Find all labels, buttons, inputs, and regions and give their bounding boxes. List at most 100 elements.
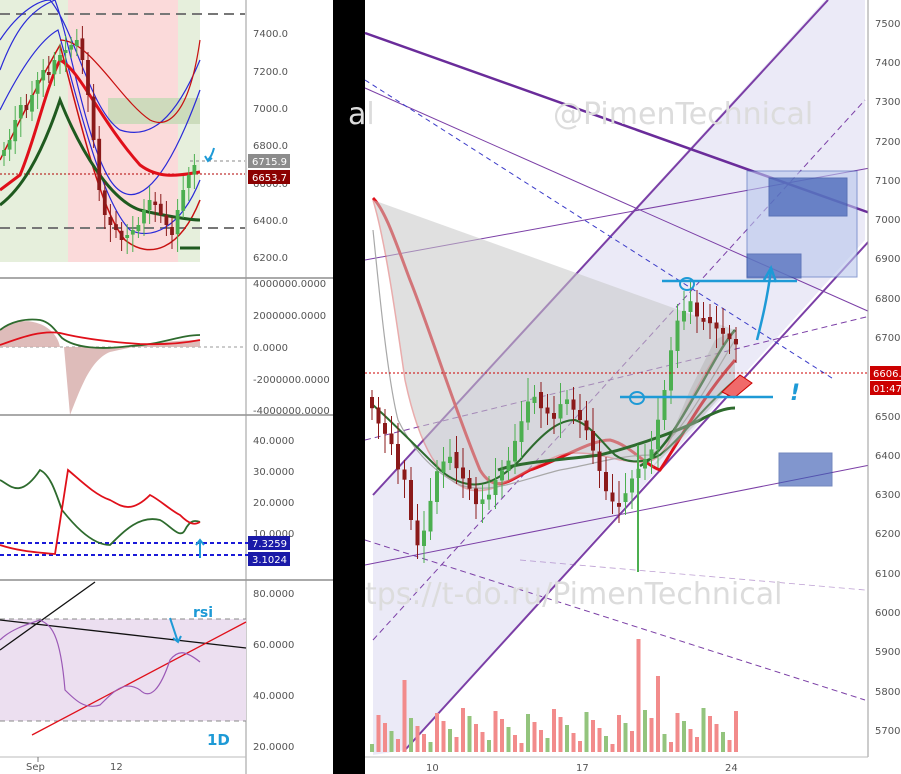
volume-bar [578, 741, 582, 752]
right-last-price-badge [870, 366, 901, 380]
last-price-badge [248, 170, 290, 184]
candle-body [409, 480, 413, 520]
candle-body [63, 50, 68, 53]
candle-body [422, 530, 426, 546]
volume-bar [669, 742, 673, 752]
cloud-zone [108, 98, 200, 124]
left-axis-label: 7200.0 [253, 67, 288, 78]
volume-bar [383, 723, 387, 752]
candle-body [108, 217, 113, 225]
left-axis-label: 7000.0 [253, 104, 288, 115]
osc2-badge-label: 3.1024 [252, 555, 287, 566]
candle-body [142, 210, 146, 224]
candle-body [708, 317, 712, 324]
candle-body [389, 433, 394, 445]
volume-bar [649, 718, 654, 752]
volume-bar [402, 680, 407, 752]
volume-bar [448, 729, 452, 752]
volume-bar [558, 717, 563, 752]
left-axis-label: 6200.0 [253, 253, 288, 264]
left-candles [2, 26, 197, 254]
volume-bar [480, 732, 485, 752]
left-axis-label: 6400.0 [253, 216, 288, 227]
candle-body [97, 138, 102, 190]
volume-bar [721, 732, 725, 752]
candle-body [448, 456, 452, 463]
osc2-axis-label: 20.0000 [253, 498, 294, 509]
candle-body [617, 503, 621, 507]
volume-bar [597, 728, 602, 752]
right-x-label: 24 [725, 763, 738, 774]
right-x-label: 10 [426, 763, 439, 774]
candle-body [604, 472, 608, 492]
volume-bar [695, 737, 699, 752]
candle-body [695, 302, 699, 317]
volume-bar [396, 739, 400, 752]
right-axis-label: 7100 [875, 176, 900, 187]
candle-body [591, 431, 595, 451]
osc1-axis-label: -4000000.0000 [253, 406, 330, 417]
volume-bar [389, 731, 394, 752]
volume-bar [441, 721, 446, 752]
candle-body [402, 469, 407, 480]
osc2-badge-label: 7.3259 [252, 539, 287, 550]
candle-body [578, 410, 582, 420]
countdown-label: 01:47 [873, 384, 901, 395]
left-x-label: 12 [110, 762, 123, 773]
volume-bar [552, 709, 556, 752]
left-axis-label: 6800.0 [253, 141, 288, 152]
volume-bar [526, 714, 530, 752]
candle-body [565, 399, 569, 404]
volume-bar [617, 715, 621, 752]
candle-body [46, 72, 51, 75]
watermark-top: @PimenTechnical [553, 97, 813, 132]
candle-body [669, 350, 673, 391]
volume-bar [623, 723, 628, 752]
candle-body [80, 38, 85, 60]
candle-body [158, 203, 163, 215]
candle-body [91, 96, 96, 140]
osc2-axis-label: 40.0000 [253, 436, 294, 447]
right-axis-label: 7300 [875, 97, 900, 108]
candle-body [35, 80, 40, 94]
candle-body [114, 224, 118, 230]
right-axis-label: 7400 [875, 58, 900, 69]
candle-body [170, 227, 174, 235]
candle-body [125, 235, 130, 238]
right-axis-label: 6500 [875, 412, 900, 423]
candle-body [186, 175, 191, 188]
candle-body [474, 488, 478, 505]
volume-bar [493, 711, 498, 752]
candle-body [370, 397, 374, 409]
candle-body [480, 499, 485, 504]
candle-body [584, 420, 589, 431]
right-axis-label: 7200 [875, 137, 900, 148]
volume-bar [539, 730, 543, 752]
candle-body [734, 339, 738, 345]
candle-body [519, 421, 524, 442]
right-pane: ! @PimenTechnical al tps://t-do.ru/Pimen… [348, 0, 901, 774]
candle-body [175, 210, 180, 235]
right-axis-label: 6300 [875, 490, 900, 501]
volume-bar [630, 731, 634, 752]
volume-bar [701, 708, 706, 752]
candle-body [643, 459, 647, 469]
candle-body [69, 45, 74, 50]
candle-body [487, 494, 491, 500]
osc1-axis-label: 0.0000 [253, 343, 288, 354]
volume-bar [643, 710, 647, 752]
volume-bar [591, 720, 595, 752]
candle-body [721, 328, 725, 334]
right-last-price-label: 6606. [873, 369, 901, 380]
volume-bar [435, 713, 439, 752]
candle-body [597, 451, 602, 471]
candle-body [623, 493, 628, 502]
right-axis-label: 7000 [875, 215, 900, 226]
left-price-axis: 7400.0 7200.0 7000.0 6800.0 6600.0 6400.… [253, 29, 288, 264]
candle-body [461, 467, 465, 479]
osc1-axis-label: 4000000.0000 [253, 279, 326, 290]
candle-body [662, 390, 667, 420]
candle-body [727, 333, 732, 340]
candle-body [649, 449, 654, 459]
